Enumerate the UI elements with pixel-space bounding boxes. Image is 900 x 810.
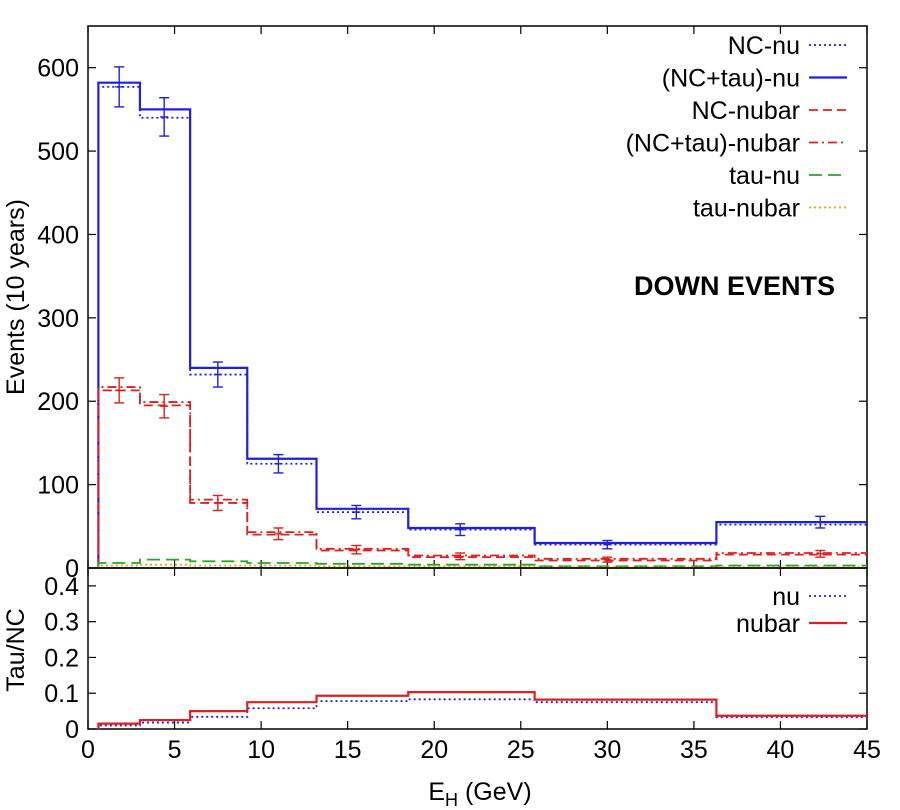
error-bar	[114, 66, 125, 108]
x-tick-label: 15	[334, 736, 362, 764]
error-bar	[602, 556, 613, 563]
error-bar	[351, 504, 362, 520]
y-tick-label: 300	[37, 305, 79, 333]
top-panel: 0 100 200 300 400 500 600 NC-nu (NC+tau)-nu NC-nu…	[37, 25, 868, 583]
x-axis-label-subscript: H	[445, 790, 458, 810]
error-bar	[815, 549, 826, 558]
y-tick-label: 0	[65, 716, 79, 744]
x-axis-label: EH (GeV)	[428, 778, 531, 810]
legend-label: nubar	[736, 610, 800, 638]
top-y-axis-label: Events (10 years)	[2, 199, 30, 395]
x-tick-label: 10	[247, 736, 275, 764]
y-tick-label: 500	[37, 138, 79, 166]
series-nu	[97, 698, 867, 729]
y-tick-label: 0	[65, 555, 79, 583]
error-bar	[212, 494, 223, 512]
plot-frame	[87, 567, 868, 730]
y-tick-label: 600	[37, 55, 79, 83]
series-tau-nubar	[97, 563, 867, 569]
x-tick-label: 40	[767, 736, 795, 764]
series-nc-nubar	[97, 389, 867, 568]
series-nc-tau-nubar	[97, 386, 867, 568]
down-events-annotation: DOWN EVENTS	[634, 271, 835, 301]
x-tick-label: 35	[680, 736, 708, 764]
legend-label: NC-nubar	[692, 97, 800, 125]
y-tick-label: 0.3	[44, 609, 79, 637]
error-bar	[455, 523, 466, 537]
x-tick-label: 0	[81, 736, 95, 764]
y-tick-label: 400	[37, 221, 79, 249]
error-bar	[602, 539, 613, 550]
x-axis-label-main: E	[428, 778, 445, 806]
x-tick-label: 20	[420, 736, 448, 764]
legend-label: NC-nu	[728, 32, 800, 60]
series-nc-tau-nu	[97, 81, 867, 568]
error-bar	[212, 361, 223, 388]
error-bar	[351, 544, 362, 555]
x-tick-label: 25	[507, 736, 535, 764]
error-bar	[273, 453, 284, 474]
y-tick-label: 0.1	[44, 680, 79, 708]
y-tick-label: 100	[37, 472, 79, 500]
x-tick-label: 45	[853, 736, 881, 764]
legend-label: tau-nubar	[693, 195, 800, 223]
legend-label: (NC+tau)-nu	[662, 65, 800, 93]
error-bar	[273, 527, 284, 541]
error-bar	[159, 393, 170, 419]
legend-label: nu	[772, 583, 800, 611]
series-nubar	[97, 691, 867, 729]
y-tick-label: 200	[37, 388, 79, 416]
legend-label: (NC+tau)-nubar	[626, 130, 800, 158]
error-bar	[114, 377, 125, 404]
y-tick-label: 0.2	[44, 644, 79, 672]
x-axis-label-unit: (GeV)	[458, 778, 532, 806]
legend-label: tau-nu	[729, 162, 800, 190]
x-tick-label: 30	[593, 736, 621, 764]
x-tick-label: 5	[168, 736, 182, 764]
error-bar	[455, 552, 466, 561]
y-tick-label: 0.4	[44, 573, 79, 601]
error-bar	[815, 515, 826, 529]
bottom-y-axis-label: Tau/NC	[2, 608, 30, 691]
series-tau-nu	[97, 558, 867, 568]
error-bar	[159, 97, 170, 137]
